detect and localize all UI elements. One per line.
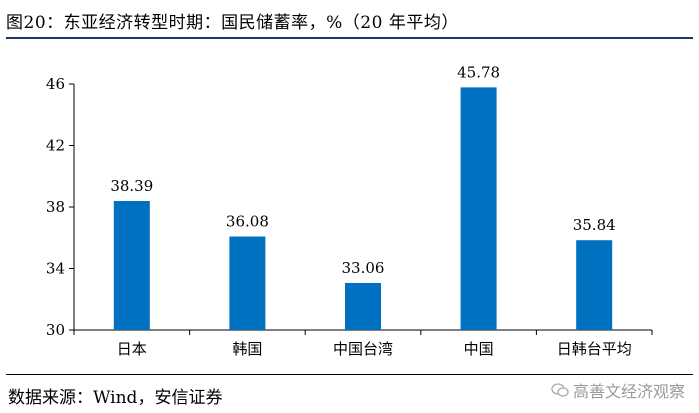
x-tick-label: 日韩台平均 [557, 340, 632, 358]
watermark: 高善文经济观察 [551, 378, 685, 402]
data-label: 36.08 [226, 213, 269, 231]
bar [229, 236, 266, 330]
title-rule [6, 37, 693, 39]
data-label: 33.06 [342, 259, 385, 277]
bottom-rule [6, 374, 693, 375]
bar [345, 282, 381, 330]
source-line: 数据来源：Wind，安信证券 [8, 388, 223, 408]
chart-bars: 38.39 36.08 33.06 45.78 35.84 [110, 63, 616, 330]
bar [460, 87, 497, 330]
y-tick-label: 30 [46, 321, 65, 339]
y-tick-label: 42 [46, 137, 65, 155]
y-tick-label: 38 [46, 198, 65, 216]
x-tick-label: 中国台湾 [333, 340, 393, 358]
y-tick-label: 46 [46, 75, 65, 93]
y-tick-label: 34 [46, 260, 65, 278]
x-tick-label: 中国 [464, 340, 494, 358]
bar [576, 240, 613, 330]
chart-axes: 30 34 38 42 46 日本 韩国 中国台湾 中国 日韩台平均 [46, 75, 653, 358]
data-label: 38.39 [110, 177, 153, 195]
x-tick-label: 日本 [117, 340, 147, 358]
bar-chart: 30 34 38 42 46 日本 韩国 中国台湾 中国 日韩台平均 38.39 36.08 33.0… [46, 63, 653, 358]
data-label: 45.78 [457, 63, 500, 81]
wechat-icon [551, 383, 569, 397]
x-tick-label: 韩国 [232, 340, 262, 358]
figure-title: 图20：东亚经济转型时期：国民储蓄率，%（20 年平均） [6, 13, 459, 33]
data-label: 35.84 [573, 216, 616, 234]
bar [113, 201, 150, 330]
watermark-text: 高善文经济观察 [572, 382, 685, 401]
